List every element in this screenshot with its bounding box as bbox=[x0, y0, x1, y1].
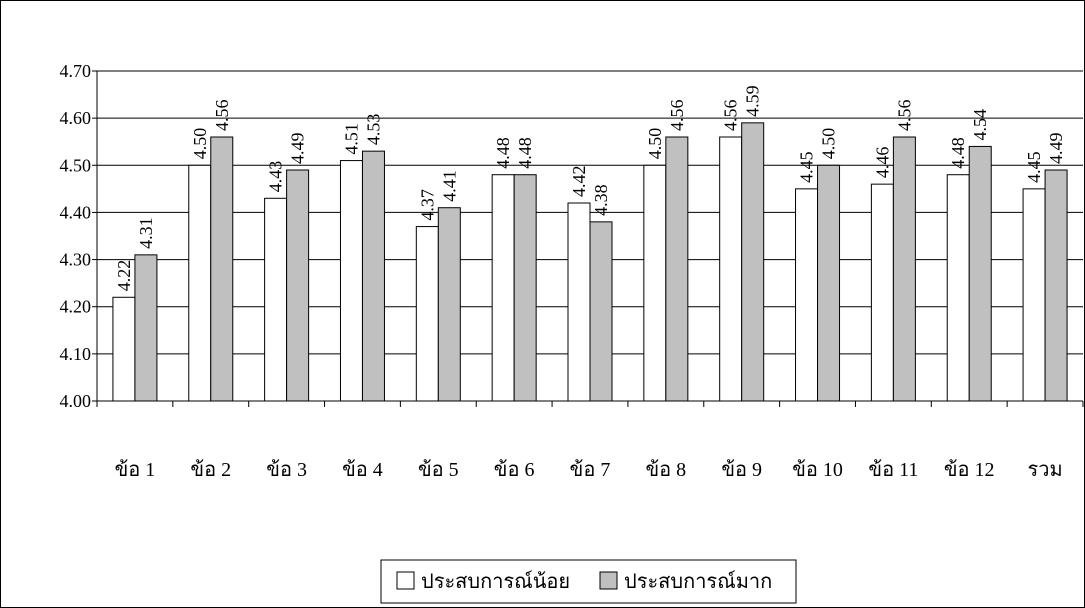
bar-series-1 bbox=[339, 160, 363, 402]
bar-series-1 bbox=[567, 202, 591, 402]
bar-series-1 bbox=[415, 226, 439, 402]
bar-series-1 bbox=[264, 197, 288, 402]
category-labels: ข้อ 1 ข้อ 2 ข้อ 3 ข้อ 4 ข้อ 5 ข้อ 6 ข้อ 7 ข้อ 8… bbox=[115, 459, 1063, 481]
bars bbox=[112, 122, 1068, 402]
x-category-label: ข้อ 9 bbox=[721, 459, 762, 481]
legend: ประสบการณ์น้อย ประสบการณ์มาก bbox=[380, 559, 797, 604]
x-category-label: ข้อ 12 bbox=[944, 459, 995, 481]
legend-swatch-series-1 bbox=[396, 571, 415, 590]
y-tick-label: 4.00 bbox=[60, 391, 92, 411]
legend-box bbox=[380, 559, 797, 604]
bar-series-2 bbox=[1044, 169, 1068, 402]
data-label-series-2: 4.53 bbox=[363, 114, 383, 146]
data-label-series-2: 4.49 bbox=[288, 133, 308, 165]
bar-series-2 bbox=[589, 221, 613, 402]
x-category-label: ข้อ 3 bbox=[266, 459, 307, 481]
bar-series-1 bbox=[1022, 188, 1046, 402]
bar-series-1 bbox=[643, 164, 667, 402]
data-label-series-1: 4.43 bbox=[266, 161, 286, 193]
x-category-label: ข้อ 6 bbox=[494, 459, 535, 481]
bar-series-1 bbox=[795, 188, 819, 402]
bar-series-2 bbox=[741, 122, 765, 402]
data-label-series-1: 4.50 bbox=[645, 128, 665, 160]
data-label-series-1: 4.37 bbox=[417, 189, 437, 221]
data-label-series-1: 4.48 bbox=[948, 137, 968, 169]
data-label-series-1: 4.45 bbox=[1024, 151, 1044, 183]
bar-series-2 bbox=[361, 150, 385, 402]
x-category-label: ข้อ 8 bbox=[646, 459, 687, 481]
bar-series-1 bbox=[870, 183, 894, 402]
legend-swatch-series-2 bbox=[599, 571, 618, 590]
data-label-series-2: 4.56 bbox=[212, 100, 232, 132]
data-label-series-1: 4.42 bbox=[569, 166, 589, 198]
x-category-label: ข้อ 11 bbox=[868, 459, 918, 481]
y-tick-label: 4.30 bbox=[60, 250, 92, 270]
data-label-series-2: 4.56 bbox=[667, 100, 687, 132]
legend-label-series-1: ประสบการณ์น้อย bbox=[421, 570, 570, 593]
x-category-label: ข้อ 1 bbox=[115, 459, 156, 481]
bar-series-2 bbox=[210, 136, 234, 402]
data-label-series-1: 4.48 bbox=[493, 137, 513, 168]
y-tick-label: 4.10 bbox=[60, 344, 92, 364]
data-label-series-2: 4.41 bbox=[439, 170, 459, 202]
bar-series-2 bbox=[968, 145, 992, 402]
data-label-series-2: 4.38 bbox=[591, 184, 611, 216]
legend-label-series-2: ประสบการณ์มาก bbox=[624, 570, 772, 593]
x-category-label: ข้อ 4 bbox=[342, 459, 383, 481]
data-labels: 4.224.314.504.564.434.49 4.51 4.534.374.41… bbox=[114, 85, 1066, 291]
bar-series-1 bbox=[719, 136, 743, 402]
x-category-label: ข้อ 10 bbox=[792, 459, 843, 481]
y-tick-label: 4.40 bbox=[60, 202, 92, 222]
data-label-series-1: 4.51 bbox=[341, 123, 361, 155]
bar-series-2 bbox=[134, 254, 158, 402]
x-category-label: รวม bbox=[1027, 459, 1062, 481]
y-axis-ticks: 4.00 4.10 4.20 4.30 4.40 4.50 4.60 4.70 bbox=[60, 61, 97, 411]
bar-series-2 bbox=[817, 164, 841, 402]
x-category-label: ข้อ 7 bbox=[570, 459, 611, 481]
data-label-series-2: 4.50 bbox=[819, 128, 839, 160]
bar-series-1 bbox=[112, 296, 136, 402]
y-tick-label: 4.50 bbox=[60, 155, 92, 175]
data-label-series-2: 4.59 bbox=[743, 85, 763, 117]
data-label-series-1: 4.50 bbox=[190, 128, 210, 160]
data-label-series-2: 4.31 bbox=[136, 217, 156, 249]
gridlines bbox=[97, 70, 1083, 355]
x-category-label: ข้อ 5 bbox=[418, 459, 459, 481]
x-axis-ticks bbox=[96, 401, 1084, 407]
bar-series-2 bbox=[286, 169, 310, 402]
bar-series-1 bbox=[491, 174, 515, 402]
bar-series-2 bbox=[665, 136, 689, 402]
y-tick-label: 4.60 bbox=[60, 108, 92, 128]
data-label-series-1: 4.22 bbox=[114, 260, 134, 292]
y-tick-label: 4.20 bbox=[60, 297, 92, 317]
data-label-series-2: 4.54 bbox=[970, 109, 990, 141]
data-label-series-2: 4.56 bbox=[894, 100, 914, 132]
data-label-series-1: 4.56 bbox=[721, 100, 741, 132]
bar-series-2 bbox=[513, 174, 537, 402]
x-category-label: ข้อ 2 bbox=[190, 459, 231, 481]
data-label-series-1: 4.46 bbox=[872, 147, 892, 179]
y-tick-label: 4.70 bbox=[60, 61, 92, 81]
bar-series-1 bbox=[946, 174, 970, 402]
data-label-series-2: 4.49 bbox=[1046, 133, 1066, 165]
bar-series-2 bbox=[437, 207, 461, 402]
data-label-series-1: 4.45 bbox=[797, 151, 817, 183]
bar-series-2 bbox=[892, 136, 916, 402]
data-label-series-2: 4.48 bbox=[515, 137, 535, 169]
bar-series-1 bbox=[188, 164, 212, 402]
